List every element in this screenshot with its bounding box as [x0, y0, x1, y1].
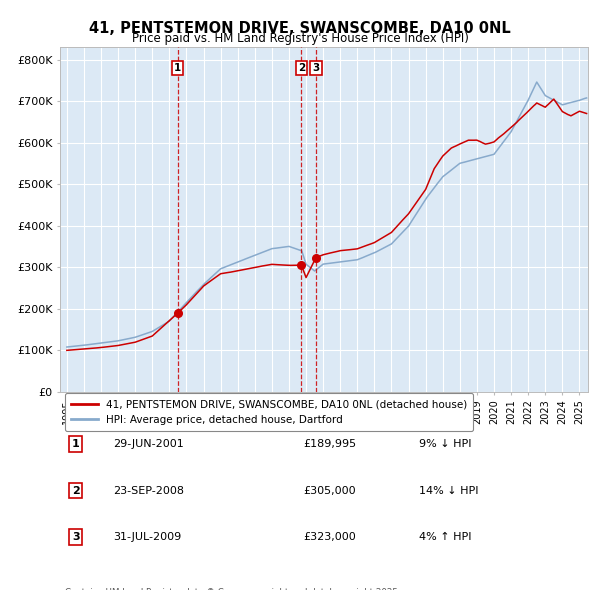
Text: 14% ↓ HPI: 14% ↓ HPI [419, 486, 479, 496]
Text: 3: 3 [72, 532, 80, 542]
Text: 2: 2 [298, 63, 305, 73]
Text: 4% ↑ HPI: 4% ↑ HPI [419, 532, 472, 542]
Text: 2: 2 [72, 486, 80, 496]
Text: £189,995: £189,995 [303, 439, 356, 449]
Legend: 41, PENTSTEMON DRIVE, SWANSCOMBE, DA10 0NL (detached house), HPI: Average price,: 41, PENTSTEMON DRIVE, SWANSCOMBE, DA10 0… [65, 394, 473, 431]
Text: 1: 1 [72, 439, 80, 449]
Text: 31-JUL-2009: 31-JUL-2009 [113, 532, 181, 542]
Text: 23-SEP-2008: 23-SEP-2008 [113, 486, 184, 496]
Text: Price paid vs. HM Land Registry's House Price Index (HPI): Price paid vs. HM Land Registry's House … [131, 32, 469, 45]
Text: 3: 3 [313, 63, 320, 73]
Text: Contains HM Land Registry data © Crown copyright and database right 2025.
This d: Contains HM Land Registry data © Crown c… [65, 588, 401, 590]
Text: £305,000: £305,000 [303, 486, 356, 496]
Text: 41, PENTSTEMON DRIVE, SWANSCOMBE, DA10 0NL: 41, PENTSTEMON DRIVE, SWANSCOMBE, DA10 0… [89, 21, 511, 35]
Text: £323,000: £323,000 [303, 532, 356, 542]
Text: 9% ↓ HPI: 9% ↓ HPI [419, 439, 472, 449]
Text: 29-JUN-2001: 29-JUN-2001 [113, 439, 184, 449]
Text: 1: 1 [174, 63, 181, 73]
